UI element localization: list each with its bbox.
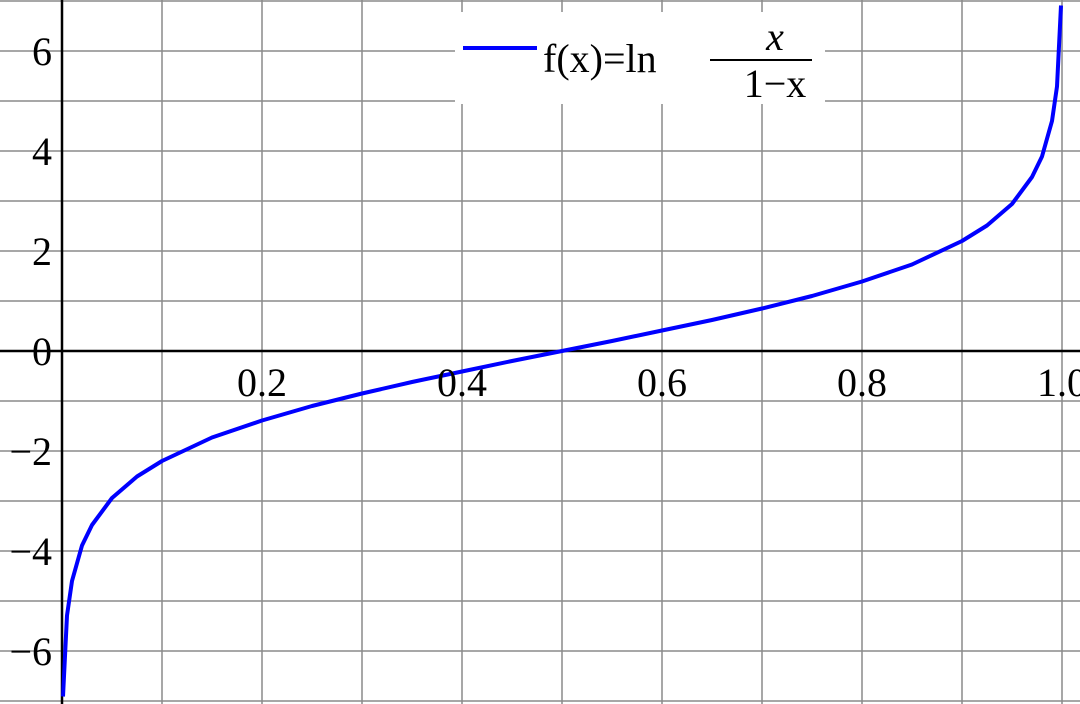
y-tick-label: −2 — [9, 429, 52, 474]
plot — [61, 5, 1063, 697]
y-tick-label: 2 — [32, 229, 52, 274]
legend-numerator: x — [765, 14, 784, 59]
legend-label: f(x)=ln — [543, 36, 657, 81]
y-tick-label: 4 — [32, 129, 52, 174]
x-tick-label: 1.0 — [1037, 360, 1080, 405]
y-tick-label: −6 — [9, 629, 52, 674]
x-tick-label: 0.8 — [837, 360, 887, 405]
legend-denominator: 1−x — [744, 61, 807, 106]
legend-background — [455, 12, 825, 104]
legend: f(x)=ln x 1−x — [455, 12, 825, 106]
labels: 0.2 0.4 0.6 0.8 1.0 −6 −4 −2 0 2 4 6 — [9, 29, 1080, 674]
x-tick-label: 0.4 — [437, 360, 487, 405]
y-tick-label: −4 — [9, 529, 52, 574]
y-tick-label: 0 — [32, 329, 52, 374]
x-tick-label: 0.2 — [237, 360, 287, 405]
x-tick-label: 0.6 — [637, 360, 687, 405]
y-tick-label: 6 — [32, 29, 52, 74]
series-line — [61, 5, 1063, 697]
